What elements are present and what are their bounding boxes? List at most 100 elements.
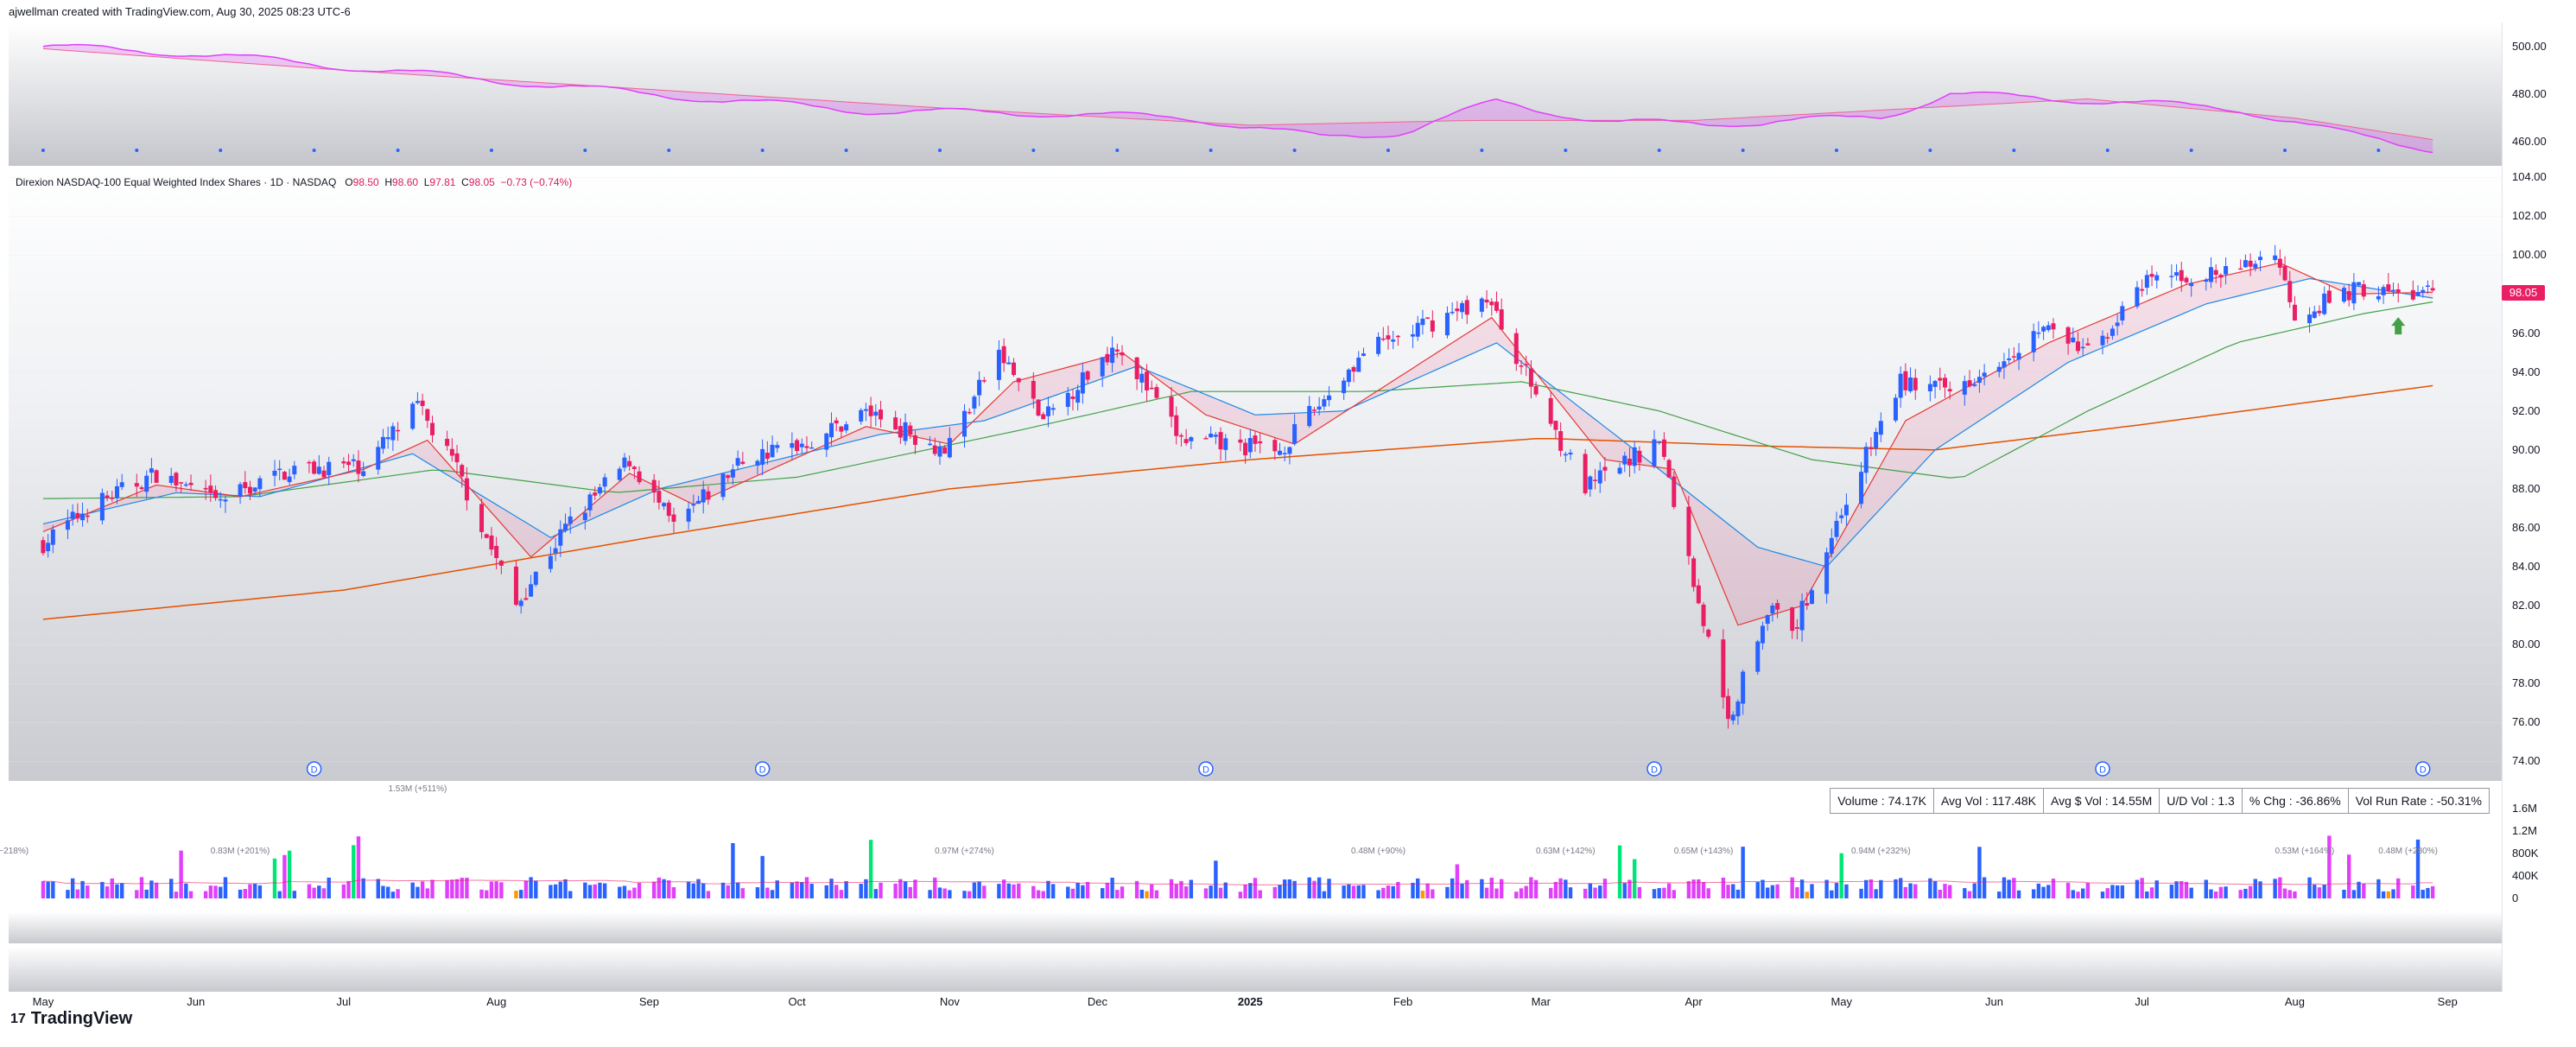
- volume-bar: [997, 884, 1001, 898]
- candle-body: [292, 466, 297, 475]
- top-indicator-line: [42, 43, 2433, 154]
- candle-body: [2140, 289, 2145, 291]
- volume-bar: [2287, 890, 2292, 898]
- volume-bar: [1455, 864, 1460, 898]
- volume-bar: [2293, 891, 2297, 898]
- volume-bar: [2071, 890, 2075, 898]
- candle-body: [223, 499, 228, 502]
- candle-body: [859, 409, 864, 422]
- volume-bar: [460, 878, 464, 898]
- volume-bar: [1066, 886, 1070, 898]
- volume-bar: [1031, 885, 1036, 898]
- candle-body: [2189, 282, 2194, 287]
- tradingview-logo[interactable]: 17 TradingView: [10, 1009, 132, 1029]
- volume-bar: [292, 891, 297, 898]
- candle-body: [1243, 442, 1248, 456]
- dividend-marker: [1646, 761, 1662, 777]
- symbol-legend[interactable]: Direxion NASDAQ-100 Equal Weighted Index…: [16, 176, 572, 188]
- price-scale[interactable]: 104.00102.00100.0098.0096.0094.0092.0090…: [2502, 168, 2576, 781]
- candle-body: [1036, 399, 1041, 416]
- candle-body: [464, 478, 469, 501]
- candle-body: [2154, 275, 2160, 281]
- candle-body: [460, 465, 465, 477]
- time-axis[interactable]: May Jun Jul Aug Sep Oct Nov Dec 2025 Feb Mar Apr May…: [9, 992, 2502, 1018]
- volume-bar: [2218, 886, 2224, 898]
- candle-body: [380, 436, 385, 449]
- volume-bar: [2204, 879, 2208, 898]
- volume-bar: [2140, 878, 2144, 898]
- volume-bar: [1450, 878, 1455, 898]
- candle-body: [1327, 395, 1332, 401]
- top-indicator-pane[interactable]: [9, 22, 2502, 166]
- volume-bar: [465, 878, 469, 898]
- scale-tick-label: 96.00: [2512, 326, 2541, 339]
- volume-bar: [1741, 847, 1745, 898]
- candle-body: [1976, 377, 1982, 384]
- candle-body: [631, 466, 637, 470]
- candle-body: [149, 468, 154, 473]
- candle-body: [1045, 406, 1050, 416]
- volume-bar: [1484, 887, 1489, 898]
- price-pane[interactable]: [9, 168, 2502, 781]
- volume-bar: [1558, 878, 1563, 898]
- candle-body: [1311, 409, 1317, 411]
- candle-body: [2036, 332, 2041, 334]
- scale-tick-label: 460.00: [2512, 135, 2547, 149]
- candle-body: [1829, 537, 1834, 554]
- candle-body: [454, 453, 460, 463]
- candle-body: [183, 484, 188, 486]
- candle-body: [2218, 275, 2224, 278]
- top-signal-dot: [312, 149, 316, 152]
- candle-body: [1012, 362, 1017, 376]
- volume-bar: [1489, 877, 1494, 898]
- candle-body: [1425, 317, 1431, 319]
- empty-indicator-pane[interactable]: [9, 912, 2502, 943]
- volume-bar: [701, 883, 706, 898]
- candle-body: [942, 447, 948, 454]
- candle-body: [272, 470, 277, 476]
- top-signal-dot: [135, 149, 139, 152]
- candle-body: [50, 529, 55, 545]
- volume-bar: [1347, 884, 1351, 898]
- volume-bar: [1248, 883, 1253, 898]
- scale-tick-label: 480.00: [2512, 87, 2547, 100]
- empty-indicator-pane[interactable]: [9, 947, 2502, 992]
- volume-bar: [1425, 883, 1430, 898]
- low-value: 97.81: [429, 176, 456, 188]
- volume-bar: [2110, 885, 2115, 898]
- candle-body: [2051, 323, 2056, 330]
- volume-bar: [558, 881, 562, 898]
- volume-bar: [110, 878, 114, 898]
- volume-bar: [1361, 885, 1366, 898]
- volume-bar: [1351, 885, 1356, 898]
- volume-bar: [1070, 888, 1075, 898]
- candle-body: [2080, 346, 2085, 349]
- volume-bar: [1307, 877, 1311, 898]
- candle-body: [1075, 390, 1081, 403]
- volume-bar: [1775, 884, 1780, 898]
- volume-scale[interactable]: 1.6M 1.2M 800K 400K 0: [2502, 783, 2576, 909]
- volume-bar: [2046, 885, 2051, 898]
- candle-body: [651, 479, 657, 493]
- volume-bar: [553, 884, 558, 898]
- volume-bar: [1036, 890, 1041, 898]
- volume-bar: [2085, 882, 2091, 898]
- volume-bar: [66, 890, 70, 898]
- candle-body: [2430, 288, 2435, 291]
- candle-body: [1869, 447, 1874, 449]
- candle-body: [2421, 289, 2426, 293]
- volume-bar: [1898, 878, 1903, 898]
- scale-tick-label: 102.00: [2512, 209, 2547, 223]
- time-tick-label: Aug: [2284, 995, 2306, 1008]
- volume-bar: [1050, 884, 1056, 898]
- candle-body: [1947, 389, 1952, 391]
- volume-bar: [1431, 889, 1435, 898]
- candle-body: [1513, 333, 1519, 365]
- volume-bar: [962, 891, 967, 898]
- candle-body: [351, 459, 356, 461]
- candle-body: [1420, 318, 1425, 326]
- top-price-scale[interactable]: 500.00 480.00 460.00: [2502, 22, 2576, 166]
- volume-bar: [2258, 881, 2262, 898]
- candle-body: [513, 566, 518, 606]
